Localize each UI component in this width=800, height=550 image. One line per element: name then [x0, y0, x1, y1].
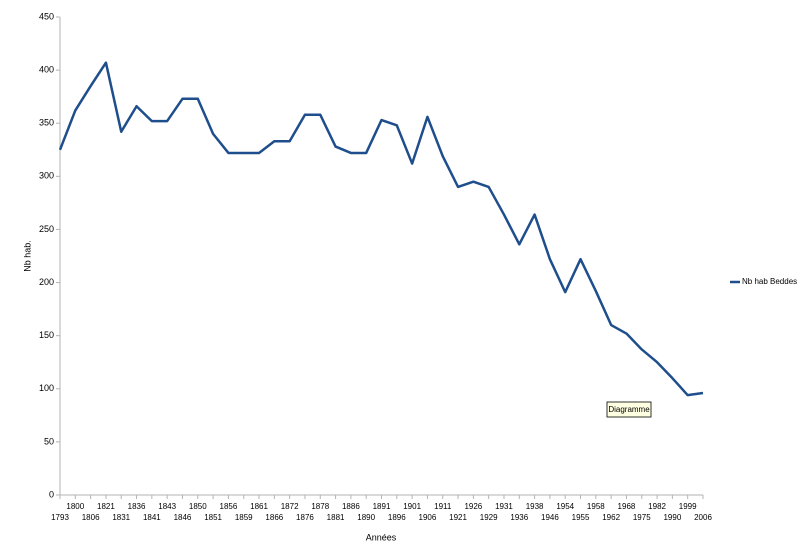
- x-tick-label: 1911: [434, 502, 452, 511]
- x-tick-label: 1836: [128, 502, 146, 511]
- x-tick-label: 1851: [204, 513, 222, 522]
- x-tick-label: 1931: [495, 502, 513, 511]
- x-tick-label: 1859: [235, 513, 253, 522]
- x-tick-label: 1921: [449, 513, 467, 522]
- x-tick-label: 1955: [572, 513, 590, 522]
- x-tick-label: 1891: [373, 502, 391, 511]
- x-tick-label: 1982: [648, 502, 666, 511]
- x-tick-label: 1901: [403, 502, 421, 511]
- x-tick-label: 1990: [663, 513, 681, 522]
- x-tick-label: 1906: [419, 513, 437, 522]
- line-series: [58, 61, 704, 397]
- x-tick-label: 1936: [510, 513, 528, 522]
- x-axis-label: Années: [366, 532, 397, 542]
- y-tick-label: 350: [39, 118, 54, 128]
- x-tick-label: 1954: [556, 502, 574, 511]
- x-tick-label: 1946: [541, 513, 559, 522]
- y-tick-label: 100: [39, 383, 54, 393]
- x-tick-label: 1831: [112, 513, 130, 522]
- y-tick-label: 450: [39, 11, 54, 21]
- x-tick-label: 1926: [464, 502, 482, 511]
- legend-label: Nb hab Beddes: [742, 277, 797, 286]
- x-tick-label: 1846: [174, 513, 192, 522]
- x-tick-label: 1800: [66, 502, 84, 511]
- x-tick-label: 1938: [526, 502, 544, 511]
- x-tick-label: 1975: [633, 513, 651, 522]
- x-tick-label: 1843: [158, 502, 176, 511]
- y-tick-label: 50: [44, 436, 54, 446]
- x-tick-label: 1856: [220, 502, 238, 511]
- x-tick-label: 1929: [480, 513, 498, 522]
- x-tick-label: 1896: [388, 513, 406, 522]
- x-tick-label: 1872: [281, 502, 299, 511]
- x-tick-label: 1841: [143, 513, 161, 522]
- x-tick-label: 1962: [602, 513, 620, 522]
- x-tick-label: 1890: [357, 513, 375, 522]
- x-tick-label: 1999: [679, 502, 697, 511]
- x-tick-label: 2006: [694, 513, 712, 522]
- x-tick-label: 1793: [51, 513, 69, 522]
- y-tick-label: 0: [49, 489, 54, 499]
- y-tick-label: 250: [39, 224, 54, 234]
- x-tick-label: 1861: [250, 502, 268, 511]
- x-tick-label: 1806: [82, 513, 100, 522]
- x-tick-label: 1886: [342, 502, 360, 511]
- x-tick-label: 1881: [327, 513, 345, 522]
- tooltip: Diagramme: [608, 405, 650, 414]
- x-tick-label: 1958: [587, 502, 605, 511]
- y-tick-label: 200: [39, 277, 54, 287]
- y-tick-label: 400: [39, 64, 54, 74]
- y-tick-label: 150: [39, 330, 54, 340]
- x-tick-label: 1866: [265, 513, 283, 522]
- x-tick-label: 1878: [311, 502, 329, 511]
- x-tick-label: 1821: [97, 502, 115, 511]
- x-tick-label: 1968: [618, 502, 636, 511]
- x-tick-label: 1876: [296, 513, 314, 522]
- x-tick-label: 1850: [189, 502, 207, 511]
- tooltip-box: [606, 401, 652, 418]
- y-tick-label: 300: [39, 171, 54, 181]
- y-axis-label: Nb hab.: [22, 240, 32, 272]
